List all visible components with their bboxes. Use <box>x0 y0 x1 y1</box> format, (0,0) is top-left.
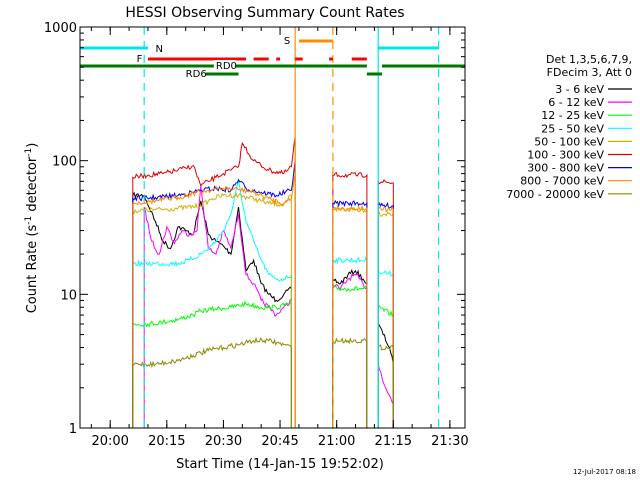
series-line-12-25-kev-2 <box>377 304 394 428</box>
x-tick-label-20-45: 20:45 <box>261 434 298 449</box>
series-line-25-50-kev-1 <box>332 256 368 428</box>
series-line-100-300-kev-0 <box>132 137 296 428</box>
legend-label-100-300-kev: 100 - 300 keV <box>527 149 604 162</box>
x-tick-label-20-30: 20:30 <box>205 434 242 449</box>
legend-entry-800-7000-kev: 800 - 7000 keV <box>520 175 632 188</box>
x-tick-label-20-00: 20:00 <box>91 434 128 449</box>
x-tick-label-21-30: 21:30 <box>431 434 468 449</box>
y-axis-label-main: Count Rate (s <box>25 225 40 314</box>
series-7000-20000-kev <box>132 336 394 428</box>
series-line-3-6-kev-1 <box>332 268 368 428</box>
series-50-100-kev <box>132 192 394 428</box>
plot-frame <box>79 26 466 429</box>
axis-layer: 1 10 100 1000 20:00 20:15 20:30 20:45 21:00 21:15… <box>44 21 469 449</box>
legend-entry-6-12-kev: 6 - 12 keV <box>548 96 632 109</box>
flag-rd6: RD6 <box>183 68 382 80</box>
y-axis-label: Count Rate (s-1 detector-1) <box>24 143 40 314</box>
flag-label-bg-rd0 <box>213 60 236 71</box>
series-line-6-12-kev-2 <box>377 364 394 428</box>
flag-n: N <box>80 44 439 55</box>
chart-title: HESSI Observing Summary Count Rates <box>125 5 404 21</box>
series-line-3-6-kev-2 <box>377 322 394 428</box>
series-line-100-300-kev-2 <box>377 178 394 428</box>
series-line-50-100-kev-2 <box>377 211 394 428</box>
series-line-7000-20000-kev-0 <box>132 336 292 428</box>
legend: Det 1,3,5,6,7,9,FDecim 3, Att 0 3 - 6 keV… <box>506 53 632 201</box>
flag-label-bg-rd6 <box>183 68 206 79</box>
series-100-300-kev <box>132 137 394 428</box>
y-axis-label-mid: detector <box>25 156 40 216</box>
series-line-7000-20000-kev-1 <box>332 337 368 428</box>
legend-label-12-25-kev: 12 - 25 keV <box>541 109 604 122</box>
series-line-100-300-kev-1 <box>332 172 368 428</box>
flag-label-rd0: RD0 <box>216 61 237 72</box>
legend-header-1: FDecim 3, Att 0 <box>547 66 632 79</box>
series-line-7000-20000-kev-2 <box>377 344 394 428</box>
legend-label-3-6-kev: 3 - 6 keV <box>555 83 604 96</box>
y-axis-label-sup2: -1 <box>24 148 34 157</box>
series-line-3-6-kev-0 <box>132 191 292 428</box>
legend-entry-100-300-kev: 100 - 300 keV <box>527 149 632 162</box>
series-line-300-800-kev-1 <box>332 199 368 428</box>
flag-layer: N F S RD0 RD6 <box>80 36 465 80</box>
legend-label-50-100-kev: 50 - 100 keV <box>534 135 604 148</box>
x-tick-label-21-00: 21:00 <box>318 434 355 449</box>
legend-label-6-12-kev: 6 - 12 keV <box>548 96 604 109</box>
y-tick-label-1000: 1000 <box>44 21 77 36</box>
x-tick-label-21-15: 21:15 <box>375 434 412 449</box>
legend-label-25-50-kev: 25 - 50 keV <box>541 122 604 135</box>
x-tick-label-20-15: 20:15 <box>148 434 185 449</box>
legend-label-800-7000-kev: 800 - 7000 keV <box>520 175 604 188</box>
flag-label-rd6: RD6 <box>186 69 207 80</box>
y-axis-label-sup1: -1 <box>24 216 34 225</box>
legend-entry-25-50-kev: 25 - 50 keV <box>541 122 632 135</box>
legend-entry-300-800-kev: 300 - 800 keV <box>527 162 632 175</box>
series-3-6-kev <box>132 191 394 428</box>
flag-f: F <box>137 54 367 65</box>
y-tick-label-100: 100 <box>52 155 77 170</box>
legend-label-7000-20000-kev: 7000 - 20000 keV <box>506 188 604 201</box>
flag-rd0: RD0 <box>80 60 465 72</box>
series-line-25-50-kev-2 <box>377 269 394 428</box>
y-tick-label-10: 10 <box>60 288 77 303</box>
series-25-50-kev <box>132 179 394 428</box>
series-12-25-kev <box>132 285 394 428</box>
vline-layer <box>143 27 440 428</box>
legend-header-0: Det 1,3,5,6,7,9, <box>546 53 632 66</box>
series-6-12-kev <box>143 185 394 428</box>
legend-entry-7000-20000-kev: 7000 - 20000 keV <box>506 188 632 201</box>
series-800-7000-kev <box>132 173 394 428</box>
legend-label-300-800-kev: 300 - 800 keV <box>527 162 604 175</box>
legend-entry-12-25-kev: 12 - 25 keV <box>541 109 632 122</box>
series-line-25-50-kev-0 <box>132 179 292 428</box>
series-line-50-100-kev-1 <box>332 206 368 428</box>
series-line-6-12-kev-0 <box>143 185 292 428</box>
series-layer <box>132 137 394 428</box>
series-line-50-100-kev-0 <box>132 192 292 428</box>
legend-entry-50-100-kev: 50 - 100 keV <box>534 135 632 148</box>
flag-label-f: F <box>137 54 143 65</box>
flag-label-n: N <box>155 44 162 55</box>
series-line-800-7000-kev-1 <box>332 204 368 428</box>
series-line-12-25-kev-1 <box>332 285 368 428</box>
y-tick-label-1: 1 <box>69 422 77 437</box>
y-axis-label-end: ) <box>25 143 40 148</box>
flag-s: S <box>284 36 333 47</box>
series-line-800-7000-kev-2 <box>377 205 394 428</box>
series-line-300-800-kev-2 <box>377 201 394 428</box>
series-line-800-7000-kev-0 <box>132 173 296 428</box>
series-line-12-25-kev-0 <box>132 300 292 428</box>
series-line-6-12-kev-1 <box>332 273 368 428</box>
legend-entry-3-6-kev: 3 - 6 keV <box>555 83 632 96</box>
flag-label-s: S <box>284 36 290 47</box>
x-axis-label: Start Time (14-Jan-15 19:52:02) <box>176 457 384 472</box>
footer-date: 12-Jul-2017 08:18 <box>573 468 636 476</box>
